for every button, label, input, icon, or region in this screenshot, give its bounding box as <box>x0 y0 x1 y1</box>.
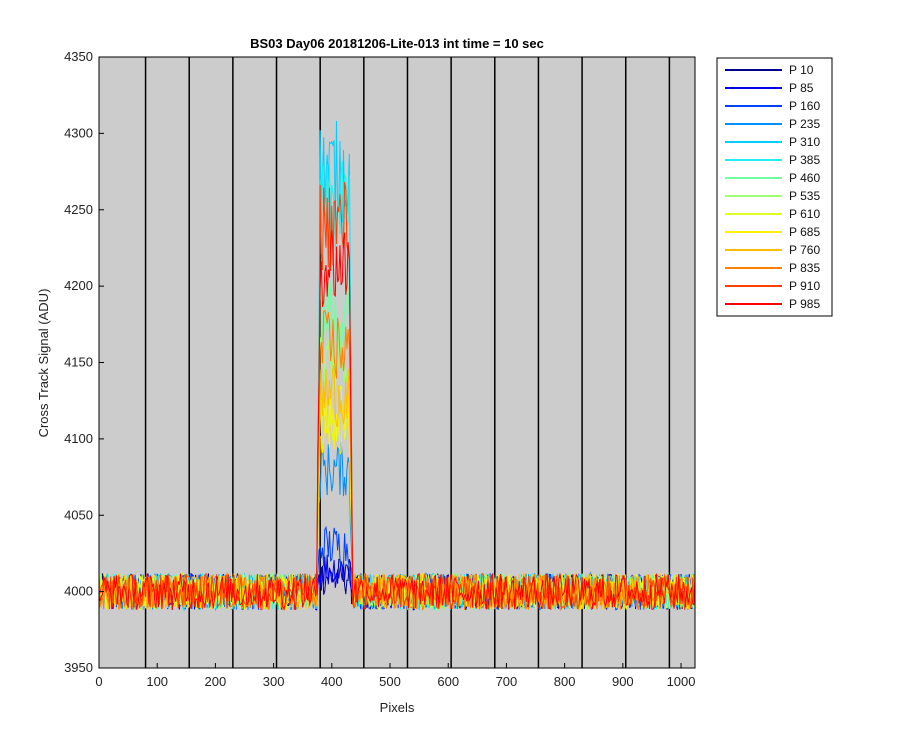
y-tick-label: 4100 <box>64 431 93 446</box>
legend-label: P 460 <box>789 171 820 185</box>
y-tick-label: 4250 <box>64 202 93 217</box>
legend-label: P 310 <box>789 135 820 149</box>
plot-area <box>98 56 696 669</box>
x-tick-label: 800 <box>554 674 576 689</box>
x-tick-label: 900 <box>612 674 634 689</box>
x-tick-label: 200 <box>205 674 227 689</box>
y-tick-label: 4000 <box>64 584 93 599</box>
legend-box <box>716 57 833 317</box>
y-tick-label: 4050 <box>64 507 93 522</box>
x-tick-label: 400 <box>321 674 343 689</box>
legend-label: P 760 <box>789 243 820 257</box>
series-lines <box>98 120 696 612</box>
x-tick-label: 300 <box>263 674 285 689</box>
chart-title: BS03 Day06 20181206-Lite-013 int time = … <box>250 36 544 51</box>
legend-label: P 535 <box>789 189 820 203</box>
legend-label: P 985 <box>789 297 820 311</box>
x-tick-label: 1000 <box>667 674 696 689</box>
legend-label: P 235 <box>789 117 820 131</box>
y-tick-label: 3950 <box>64 660 93 675</box>
x-tick-label: 500 <box>379 674 401 689</box>
legend-label: P 910 <box>789 279 820 293</box>
legend-label: P 685 <box>789 225 820 239</box>
y-axis-ticks: 3950 4000 4050 4100 4150 4200 4250 4300 4350 <box>64 49 104 675</box>
y-tick-label: 4350 <box>64 49 93 64</box>
legend-label: P 385 <box>789 153 820 167</box>
series-line-p-985 <box>98 230 696 611</box>
legend-label: P 610 <box>789 207 820 221</box>
legend-label: P 160 <box>789 99 820 113</box>
legend: P 10 P 85 P 160 P 235 P 310 P 385 P 460 P 535 P … <box>716 57 833 317</box>
x-tick-label: 0 <box>95 674 102 689</box>
legend-label: P 835 <box>789 261 820 275</box>
x-axis-ticks: 0 100 200 300 400 500 600 700 800 900 1000 <box>95 663 695 689</box>
y-axis-label: Cross Track Signal (ADU) <box>36 289 51 438</box>
x-tick-label: 100 <box>146 674 168 689</box>
legend-label: P 10 <box>789 63 814 77</box>
y-tick-label: 4200 <box>64 278 93 293</box>
legend-label: P 85 <box>789 81 814 95</box>
x-tick-label: 600 <box>437 674 459 689</box>
vertical-grid-lines <box>144 57 671 668</box>
series-line-p-685 <box>98 393 696 611</box>
y-tick-label: 4300 <box>64 125 93 140</box>
x-tick-label: 700 <box>496 674 518 689</box>
x-axis-label: Pixels <box>380 700 415 715</box>
y-tick-label: 4150 <box>64 355 93 370</box>
